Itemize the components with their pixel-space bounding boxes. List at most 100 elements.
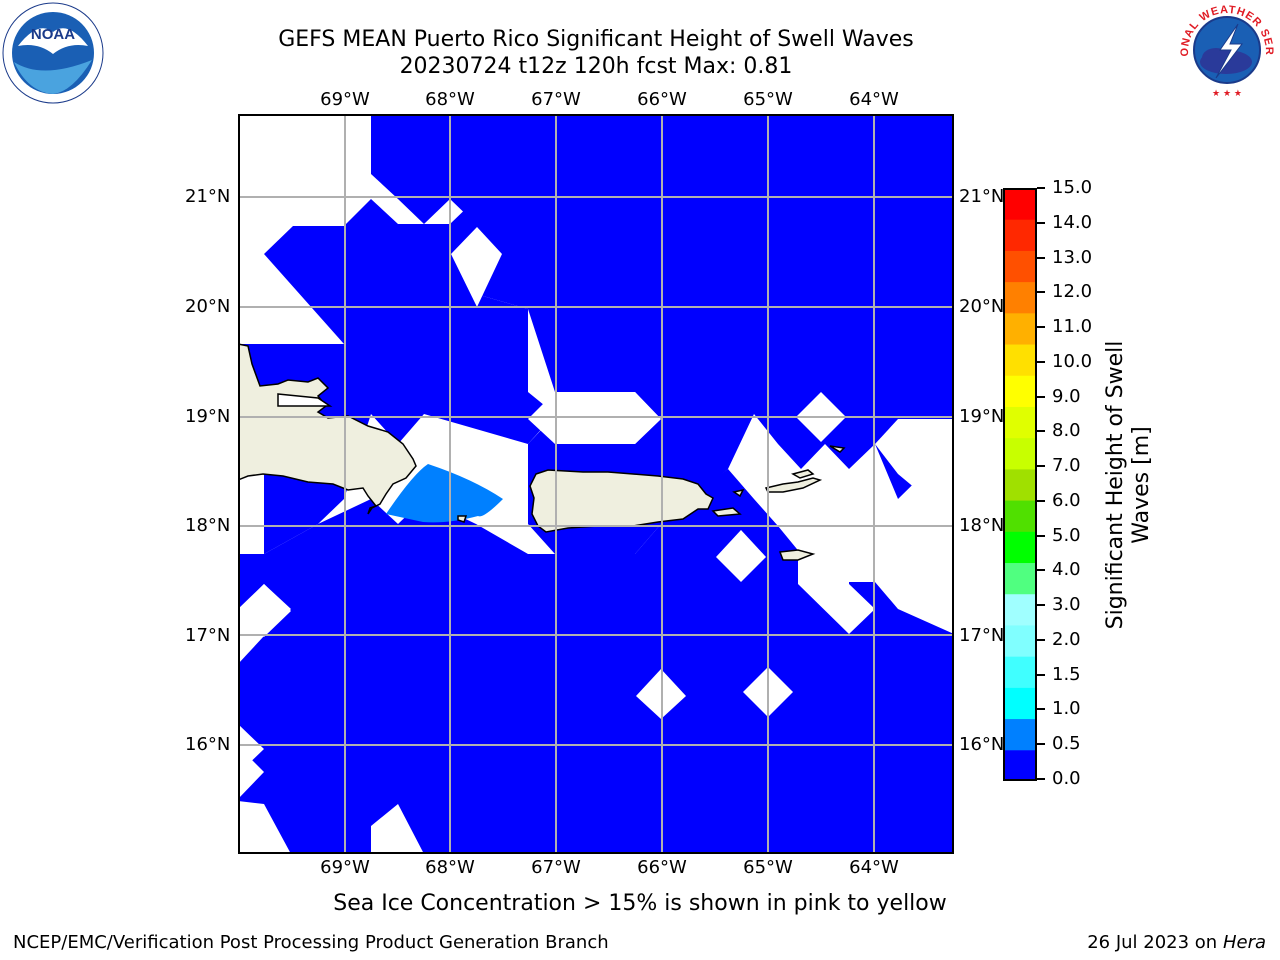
lat-label-right: 21°N [959,186,1005,207]
colorbar-frame [1003,188,1037,781]
colorbar-band [1003,687,1037,720]
colorbar-band [1003,437,1037,470]
colorbar-band [1003,188,1037,220]
nws-logo: NATIONAL WEATHER SERVICE ★ ★ ★ [1176,0,1276,100]
anegada [829,445,846,453]
lat-label-right: 16°N [959,734,1005,755]
st-thomas-cays [791,469,815,479]
colorbar-band [1003,312,1037,345]
colorbar-band [1003,562,1037,595]
lat-label-left: 17°N [185,625,231,646]
colorbar-tick-label: 12.0 [1052,281,1093,303]
colorbar-tick [1037,187,1045,189]
no-data-regions [238,227,954,799]
lat-label-left: 21°N [185,186,231,207]
lat-label-left: 16°N [185,734,231,755]
colorbar-band [1003,375,1037,407]
colorbar-tick-label: 10.0 [1052,350,1093,372]
colorbar-tick-label: 9.0 [1052,385,1081,407]
colorbar-band [1003,344,1037,376]
footer-credit: NCEP/EMC/Verification Post Processing Pr… [13,932,609,953]
colorbar-label-line1: Significant Height of Swell [1103,340,1128,630]
colorbar-tick [1037,291,1045,294]
colorbar-tick [1037,499,1045,502]
lon-label-top: 68°W [425,89,475,110]
lon-label-bottom: 64°W [849,857,899,878]
colorbar-tick [1037,326,1045,329]
lon-label-top: 65°W [743,89,793,110]
chart-title: GEFS MEAN Puerto Rico Significant Height… [278,27,914,52]
colorbar-tick [1037,256,1045,259]
lat-label-right: 17°N [959,625,1005,646]
colorbar-tick-label: 11.0 [1052,316,1093,338]
hispaniola-north-coast [277,393,333,407]
chart-subtitle: 20230724 t12z 120h fcst Max: 0.81 [399,54,793,79]
map-panel [238,114,954,854]
noaa-logo: NOAA [2,2,104,104]
colorbar-tick [1037,534,1045,537]
colorbar-band [1003,219,1037,251]
colorbar-tick [1037,673,1045,676]
noaa-logo-text: NOAA [31,26,75,43]
colorbar-tick [1037,638,1045,641]
footer-date: 26 Jul 2023 on Hera [1087,932,1266,953]
colorbar-band [1003,468,1037,501]
colorbar-tick-label: 2.0 [1052,628,1081,650]
hispaniola [238,343,417,515]
lat-label-right: 20°N [959,296,1005,317]
colorbar-band [1003,250,1037,283]
colorbar-tick-label: 7.0 [1052,455,1081,477]
colorbar-tick-label: 0.0 [1052,768,1081,789]
sea-ice-note: Sea Ice Concentration > 15% is shown in … [333,891,947,916]
colorbar-tick [1037,708,1045,711]
colorbar-tick-label: 0.5 [1052,733,1081,755]
culebra [732,488,745,498]
colorbar-band [1003,749,1037,781]
puerto-rico [529,469,714,533]
colorbar-band [1003,656,1037,688]
vieques [711,507,742,517]
map-frame [238,114,954,854]
lon-label-top: 69°W [320,89,370,110]
colorbar-band [1003,406,1037,439]
colorbar-band [1003,281,1037,314]
ocean-region-south [238,469,954,854]
colorbar-tick-label: 13.0 [1052,246,1093,268]
swell-band-0.5-1.0 [386,464,503,523]
colorbar-tick [1037,604,1045,607]
colorbar-band [1003,500,1037,532]
colorbar-tick [1037,569,1045,572]
lon-label-top: 64°W [849,89,899,110]
colorbar-band [1003,624,1037,657]
colorbar-tick-label: 15.0 [1052,177,1093,198]
colorbar-tick-label: 3.0 [1052,594,1081,616]
colorbar-band [1003,593,1037,626]
colorbar-tick [1037,430,1045,433]
colorbar-band [1003,718,1037,751]
colorbar-tick [1037,743,1045,746]
lon-label-top: 66°W [637,89,687,110]
lon-label-top: 67°W [531,89,581,110]
lat-label-left: 18°N [185,515,231,536]
lat-label-left: 19°N [185,406,231,427]
colorbar-tick-label: 8.0 [1052,420,1081,442]
colorbar-label: Significant Height of Swell Waves [m] [1103,341,1155,630]
lon-label-bottom: 67°W [531,857,581,878]
lon-label-bottom: 66°W [637,857,687,878]
colorbar-tick-label: 4.0 [1052,559,1081,581]
lon-label-bottom: 69°W [320,857,370,878]
colorbar-label-line2: Waves [m] [1129,426,1154,544]
colorbar [1003,188,1037,781]
colorbar-tick [1037,360,1045,363]
colorbar-tick [1037,395,1045,398]
st-croix [778,549,816,561]
lat-label-left: 20°N [185,296,231,317]
colorbar-tick-label: 5.0 [1052,524,1081,546]
lon-label-bottom: 65°W [743,857,793,878]
coastlines [238,343,846,561]
lat-label-right: 18°N [959,515,1005,536]
colorbar-tick-label: 1.0 [1052,698,1081,720]
colorbar-tick [1037,465,1045,468]
colorbar-tick-label: 14.0 [1052,211,1093,233]
colorbar-tick [1037,778,1045,780]
